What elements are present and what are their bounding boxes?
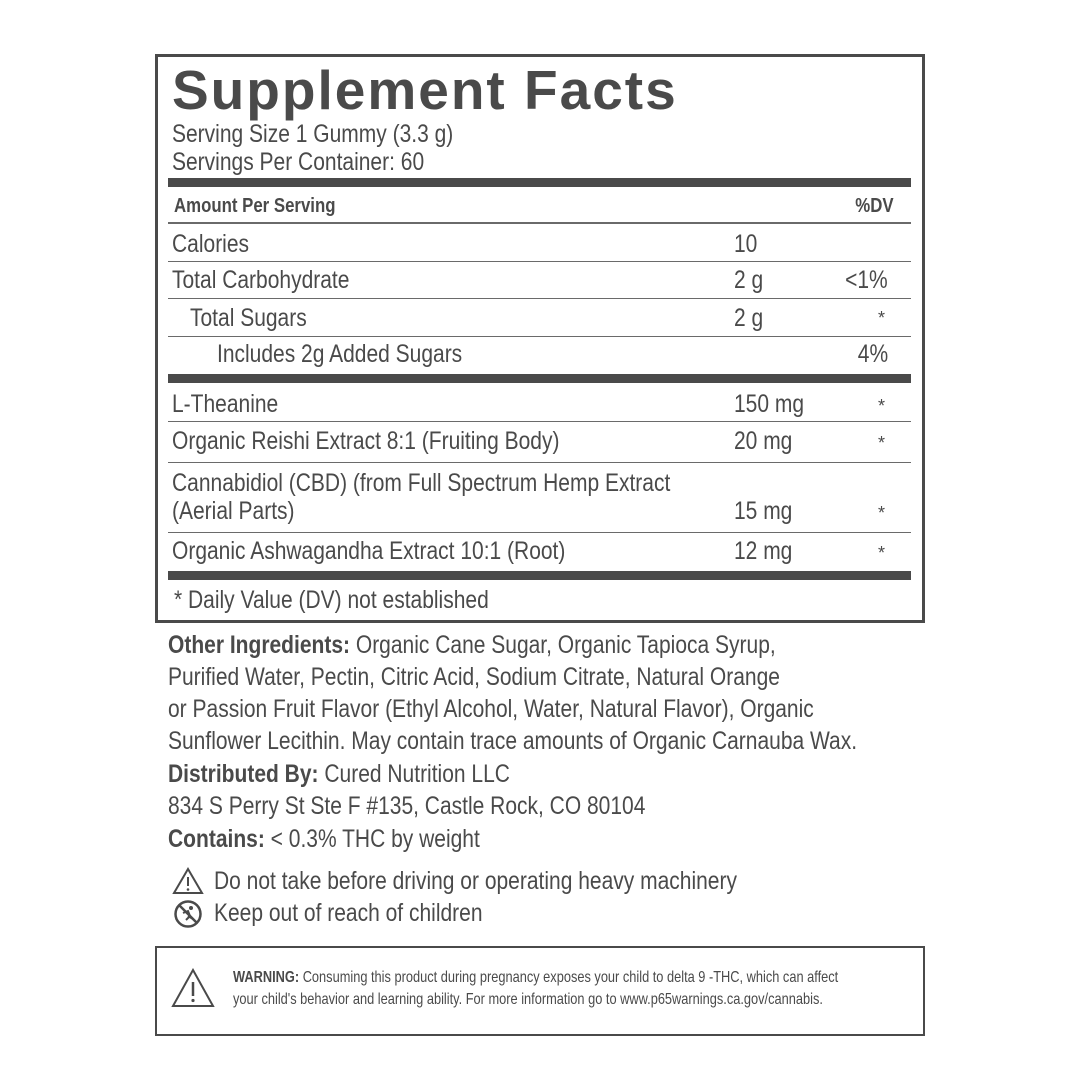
contains-text: < 0.3% THC by weight: [270, 825, 480, 853]
row-dv: 4%: [857, 340, 888, 368]
warning-triangle-icon: [172, 867, 204, 894]
row-name: Total Sugars: [190, 304, 307, 332]
row-amount: 2 g: [734, 266, 764, 294]
row-name: Cannabidiol (CBD) (from Full Spectrum He…: [172, 469, 671, 497]
divider: [168, 261, 911, 262]
caution-text: Keep out of reach of children: [214, 899, 483, 927]
row-dv: *: [877, 308, 885, 328]
distributed-label: Distributed By:: [168, 760, 319, 788]
row-dv: *: [877, 543, 885, 563]
row-amount: 150 mg: [734, 390, 805, 418]
amount-per-serving-header: Amount Per Serving: [174, 195, 336, 217]
row-name: Organic Reishi Extract 8:1 (Fruiting Bod…: [172, 427, 560, 455]
ingredients-line: Sunflower Lecithin. May contain trace am…: [168, 727, 858, 755]
caution-text: Do not take before driving or operating …: [214, 867, 737, 895]
row-amount: 12 mg: [734, 537, 793, 565]
warning-label: WARNING:: [233, 969, 300, 986]
servings-per-container: Servings Per Container: 60: [172, 148, 425, 176]
divider: [168, 374, 911, 383]
row-name-continued: (Aerial Parts): [172, 497, 295, 525]
row-amount: 20 mg: [734, 427, 793, 455]
divider: [168, 178, 911, 187]
no-children-icon: [174, 900, 202, 928]
row-dv: *: [877, 503, 885, 523]
divider: [168, 336, 911, 337]
row-dv: <1%: [845, 266, 888, 294]
dv-header: %DV: [855, 195, 894, 217]
warning-text: Consuming this product during pregnancy …: [302, 969, 839, 986]
ingredients-line: Purified Water, Pectin, Citric Acid, Sod…: [168, 663, 780, 691]
row-name: Includes 2g Added Sugars: [217, 340, 463, 368]
row-name: L-Theanine: [172, 390, 279, 418]
ingredients-line: or Passion Fruit Flavor (Ethyl Alcohol, …: [168, 695, 814, 723]
distributor-name: Cured Nutrition LLC: [324, 760, 510, 788]
divider: [168, 222, 911, 224]
row-dv: *: [877, 433, 885, 453]
prop65-warning-box: [155, 946, 925, 1036]
divider: [168, 532, 911, 533]
warning-triangle-icon: [171, 968, 215, 1007]
ingredients-line: Organic Cane Sugar, Organic Tapioca Syru…: [355, 631, 776, 659]
row-name: Total Carbohydrate: [172, 266, 350, 294]
row-dv: *: [877, 396, 885, 416]
divider: [168, 462, 911, 463]
divider: [168, 421, 911, 422]
footnote: * Daily Value (DV) not established: [174, 586, 489, 614]
divider: [168, 571, 911, 580]
row-amount: 2 g: [734, 304, 764, 332]
serving-size: Serving Size 1 Gummy (3.3 g): [172, 120, 454, 148]
distributor-address: 834 S Perry St Ste F #135, Castle Rock, …: [168, 792, 646, 820]
divider: [168, 298, 911, 299]
row-name: Organic Ashwagandha Extract 10:1 (Root): [172, 537, 566, 565]
row-amount: 10: [734, 230, 758, 258]
row-name: Calories: [172, 230, 250, 258]
contains-label: Contains:: [168, 825, 265, 853]
row-amount: 15 mg: [734, 497, 793, 525]
warning-text: your child's behavior and learning abili…: [233, 991, 823, 1008]
panel-title: Supplement Facts: [172, 59, 678, 121]
supplement-facts-panel: [155, 54, 925, 623]
other-ingredients-label: Other Ingredients:: [168, 631, 351, 659]
